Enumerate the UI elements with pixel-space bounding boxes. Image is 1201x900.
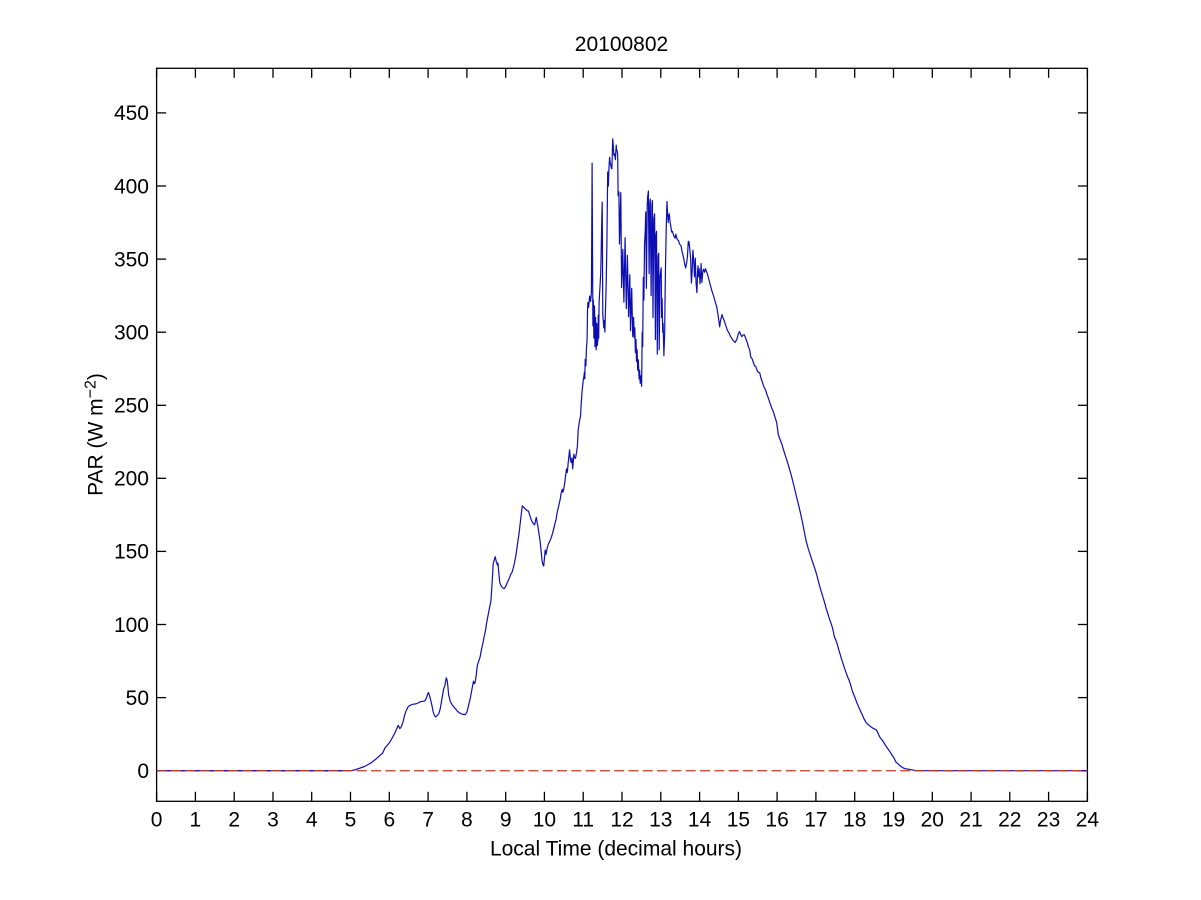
- svg-text:22: 22: [998, 809, 1021, 832]
- svg-text:150: 150: [114, 541, 149, 564]
- svg-text:200: 200: [114, 468, 149, 491]
- svg-text:8: 8: [461, 809, 473, 832]
- svg-text:9: 9: [500, 809, 512, 832]
- svg-text:0: 0: [137, 760, 149, 783]
- svg-text:16: 16: [765, 809, 788, 832]
- svg-text:50: 50: [126, 687, 149, 710]
- svg-text:300: 300: [114, 322, 149, 345]
- svg-text:450: 450: [114, 102, 149, 125]
- svg-text:24: 24: [1076, 809, 1100, 832]
- svg-text:23: 23: [1037, 809, 1060, 832]
- svg-text:250: 250: [114, 395, 149, 418]
- svg-text:12: 12: [610, 809, 633, 832]
- svg-text:15: 15: [727, 809, 750, 832]
- svg-text:14: 14: [688, 809, 712, 832]
- svg-text:11: 11: [572, 809, 594, 832]
- svg-text:17: 17: [804, 809, 827, 832]
- svg-text:13: 13: [649, 809, 672, 832]
- svg-text:6: 6: [383, 809, 395, 832]
- svg-text:5: 5: [345, 809, 357, 832]
- svg-text:3: 3: [267, 809, 279, 832]
- svg-text:350: 350: [114, 248, 149, 271]
- svg-text:2: 2: [228, 809, 240, 832]
- svg-text:100: 100: [114, 614, 149, 637]
- svg-text:7: 7: [422, 809, 434, 832]
- svg-text:0: 0: [151, 809, 163, 832]
- svg-text:Local Time (decimal hours): Local Time (decimal hours): [490, 838, 742, 861]
- svg-text:400: 400: [114, 175, 149, 198]
- svg-text:18: 18: [843, 809, 866, 832]
- svg-text:10: 10: [533, 809, 556, 832]
- svg-text:4: 4: [306, 809, 318, 832]
- svg-text:21: 21: [959, 809, 982, 832]
- svg-text:19: 19: [882, 809, 905, 832]
- svg-text:20: 20: [921, 809, 944, 832]
- svg-text:1: 1: [190, 809, 202, 832]
- svg-text:20100802: 20100802: [575, 33, 668, 56]
